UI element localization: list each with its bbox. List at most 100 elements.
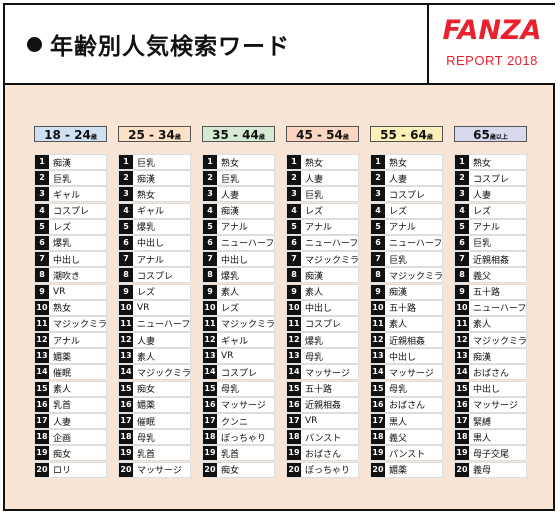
rank-badge: 2 [35, 171, 49, 186]
keyword-row: 16 おばさん [370, 396, 443, 413]
rank-badge: 3 [35, 187, 49, 202]
keyword-text: 乳首 [137, 449, 156, 460]
keyword-text: 中出し [221, 255, 249, 266]
keyword-row: 10 中出し [286, 299, 359, 316]
keyword-list: 1熟女2人妻3巨乳4レズ5アナル6ニューハーフ7マジックミラー号8痴漢9素人10… [286, 154, 359, 478]
rank-badge: 4 [287, 203, 301, 218]
rank-badge: 2 [203, 171, 217, 186]
rank-badge: 6 [455, 235, 469, 250]
rank-badge: 17 [203, 414, 217, 428]
keyword-list: 1 熟女 2 人妻 3 コスプレ 4 レズ 5 アナル 6 ニューハーフ 7 巨乳 8 マジックミラー号 9 痴漢… [370, 154, 443, 478]
keyword-row: 20 ロリ [34, 461, 107, 478]
keyword-text: マジックミラー号 [53, 320, 106, 331]
keyword-text: マジックミラー号 [221, 320, 274, 331]
age-column: 35 - 44歳 1 熟女 2 巨乳 3 人妻 4 痴漢 5 アナル 6 ニューハーフ 7 中出し 8 爆乳 9 素… [202, 126, 275, 478]
keyword-text: 近親相姦 [305, 401, 342, 412]
keyword-row: 14 マッサージ [370, 364, 443, 381]
keyword-text: ニューハーフ [221, 239, 274, 250]
age-range-label: 65 [473, 128, 490, 142]
keyword-row: 17 VR [286, 413, 359, 429]
keyword-text: マジックミラー号 [137, 368, 190, 379]
keyword-list: 1 巨乳 2 痴漢 3 熟女 4 ギャル 5 爆乳 6 中出し 7 アナル 8 コスプレ 9 レズ 10 VR 11 ニュ… [118, 154, 191, 478]
rank-badge: 7 [371, 252, 385, 267]
keyword-row: 11 素人 [454, 315, 527, 332]
keyword-text: 熟女 [53, 304, 72, 315]
rank-badge: 12 [371, 333, 385, 348]
keyword-row: 12 アナル [34, 332, 107, 349]
keyword-row: 17 人妻 [34, 413, 107, 429]
keyword-row: 19 痴女 [34, 445, 107, 462]
keyword-row: 17 クンニ [202, 413, 275, 429]
rank-badge: 4 [203, 203, 217, 218]
keyword-text: レズ [137, 288, 156, 298]
keyword-row: 11 マジックミラー号 [202, 315, 275, 332]
keyword-row: 15 中出し [454, 380, 527, 397]
keyword-text: 巨乳 [305, 190, 324, 201]
keyword-text: レズ [221, 304, 240, 315]
keyword-row: 3 熟女 [118, 186, 191, 203]
keyword-row: 8 義父 [454, 267, 527, 284]
keyword-text: アナル [389, 223, 416, 234]
rank-badge: 15 [455, 381, 469, 396]
keyword-text: レズ [305, 207, 324, 218]
keyword-row: 13 中出し [370, 348, 443, 365]
rank-badge: 10 [35, 300, 49, 315]
keyword-row: 9 痴漢 [370, 283, 443, 300]
age-unit-label: 歳以上 [489, 134, 508, 141]
keyword-row: 12 爆乳 [286, 332, 359, 349]
keyword-row: 16 マッサージ [454, 396, 527, 413]
keyword-row: 7 近親相姦 [454, 251, 527, 268]
rank-badge: 2 [119, 171, 133, 186]
keyword-row: 3 人妻 [454, 186, 527, 203]
rank-badge: 1 [371, 155, 385, 169]
keyword-text: 素人 [137, 352, 156, 363]
rank-badge: 11 [287, 316, 301, 331]
keyword-text: コスプレ [137, 271, 174, 282]
rank-badge: 7 [287, 252, 301, 267]
keyword-row: 20 義母 [454, 461, 527, 478]
keyword-row: 10 五十路 [370, 299, 443, 316]
rank-badge: 6 [35, 235, 49, 250]
rank-badge: 20 [287, 462, 301, 477]
rank-badge: 20 [203, 462, 217, 477]
keyword-text: コスプレ [305, 320, 342, 331]
report-label: REPORT 2018 [446, 53, 538, 68]
keyword-text: 近親相姦 [473, 255, 510, 266]
rank-badge: 11 [203, 316, 217, 331]
rank-badge: 13 [119, 349, 133, 364]
rank-badge: 8 [287, 268, 301, 283]
keyword-text: アナル [53, 336, 80, 347]
rank-badge: 12 [119, 333, 133, 348]
keyword-row: 3 人妻 [202, 186, 275, 203]
keyword-text: 母子交尾 [473, 449, 510, 460]
rank-badge: 7 [119, 252, 133, 267]
keyword-text: 爆乳 [305, 336, 324, 347]
keyword-row: 13 素人 [118, 348, 191, 365]
keyword-text: 媚薬 [53, 352, 72, 363]
keyword-row: 10 熟女 [34, 299, 107, 316]
rank-badge: 20 [371, 462, 385, 477]
keyword-text: レズ [473, 207, 492, 218]
keyword-row: 9 VR [34, 283, 107, 300]
keyword-text: 爆乳 [137, 223, 156, 234]
keyword-row: 5 アナル [202, 218, 275, 235]
keyword-row: 17 黒人 [370, 413, 443, 429]
rank-badge: 12 [455, 333, 469, 348]
rank-badge: 16 [371, 397, 385, 412]
keyword-row: 11 コスプレ [286, 315, 359, 332]
rank-badge: 14 [203, 365, 217, 380]
keyword-text: 素人 [305, 288, 324, 298]
keyword-text: 巨乳 [221, 174, 240, 185]
rank-badge: 12 [203, 333, 217, 348]
keyword-row: 6 爆乳 [34, 234, 107, 251]
keyword-text: クンニ [221, 417, 249, 428]
keyword-text: アナル [305, 223, 332, 234]
keyword-text: 五十路 [389, 304, 417, 315]
keyword-text: 母乳 [137, 433, 156, 444]
rank-badge: 1 [203, 155, 217, 169]
keyword-row: 17 催眠 [118, 413, 191, 429]
rank-badge: 19 [35, 446, 49, 461]
keyword-row: 3 巨乳 [286, 186, 359, 203]
keyword-row: 20 媚薬 [370, 461, 443, 478]
rank-badge: 8 [203, 268, 217, 283]
